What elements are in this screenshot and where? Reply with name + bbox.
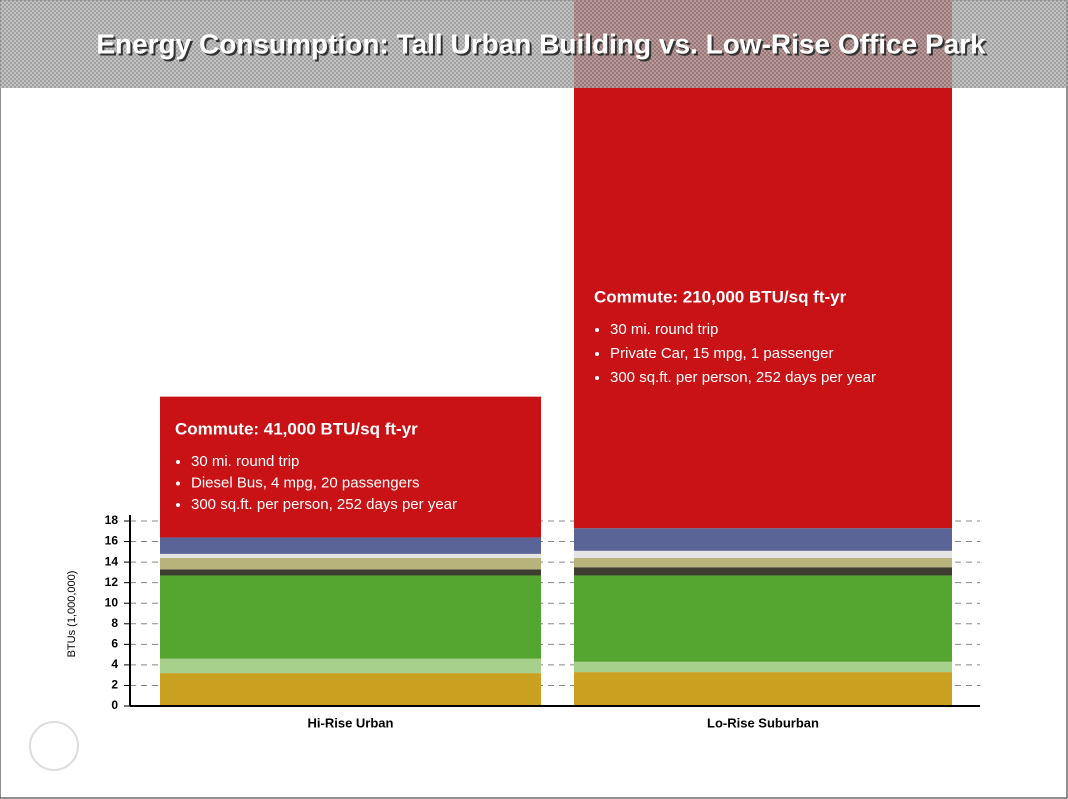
annotation-bullet: 300 sq.ft. per person, 252 days per year <box>191 496 457 513</box>
annotation-bullet: 300 sq.ft. per person, 252 days per year <box>610 369 876 386</box>
y-axis-label: BTUs (1,000,000) <box>66 571 78 658</box>
bar-segment <box>160 396 541 538</box>
bullet <box>176 460 180 464</box>
y-tick-label: 0 <box>111 698 118 712</box>
bullet <box>595 352 599 356</box>
y-tick-label: 8 <box>111 616 118 630</box>
y-tick-label: 4 <box>111 657 118 671</box>
y-tick-label: 6 <box>111 637 118 651</box>
axes: 0 2 4 6 8 10 12 14 16 18 Hi-Rise Urban Lo-Rise Subu… <box>105 513 980 730</box>
bars <box>160 0 952 706</box>
annotations: Commute: 41,000 BTU/sq ft-yr 30 mi. round… <box>175 287 876 512</box>
annotation-title: Commute: 41,000 BTU/sq ft-yr <box>175 419 418 438</box>
annotation-bullet: Diesel Bus, 4 mpg, 20 passengers <box>191 474 419 491</box>
bar-segment <box>574 528 952 551</box>
bullet <box>595 376 599 380</box>
bar-segment <box>574 672 952 706</box>
bullet <box>595 328 599 332</box>
bullet <box>176 503 180 507</box>
bar-segment <box>160 658 541 674</box>
bar-segment <box>160 537 541 554</box>
bar-segment <box>160 575 541 659</box>
bar-segment <box>160 553 541 558</box>
bar-segment <box>574 550 952 558</box>
bar-segment <box>160 569 541 576</box>
annotation-title: Commute: 210,000 BTU/sq ft-yr <box>594 287 847 306</box>
y-tick-label: 10 <box>105 595 119 609</box>
annotation-bullet: 30 mi. round trip <box>191 453 299 470</box>
logo <box>29 721 79 771</box>
title-shadow: Energy Consumption: Tall Urban Building … <box>98 30 988 61</box>
title-bar <box>0 0 1068 88</box>
bar-segment <box>574 575 952 662</box>
x-tick-label: Hi-Rise Urban <box>308 715 394 730</box>
y-tick-label: 12 <box>105 575 119 589</box>
x-tick-label: Lo-Rise Suburban <box>707 715 819 730</box>
bar-segment <box>574 567 952 576</box>
annotation-bullet: Private Car, 15 mpg, 1 passenger <box>610 345 833 362</box>
bullet <box>176 481 180 486</box>
y-tick-label: 14 <box>105 554 119 568</box>
bar-segment <box>574 661 952 673</box>
bar-segment <box>160 673 541 706</box>
annotation-bullet: 30 mi. round trip <box>610 321 718 338</box>
y-tick-label: 18 <box>105 513 119 527</box>
chart-title: Energy Consumption: Tall Urban Building … <box>96 28 986 59</box>
bar-segment <box>160 558 541 570</box>
y-tick-label: 2 <box>111 678 118 692</box>
bar-segment <box>574 0 952 529</box>
bar-segment <box>574 558 952 568</box>
y-tick-label: 16 <box>105 534 119 548</box>
